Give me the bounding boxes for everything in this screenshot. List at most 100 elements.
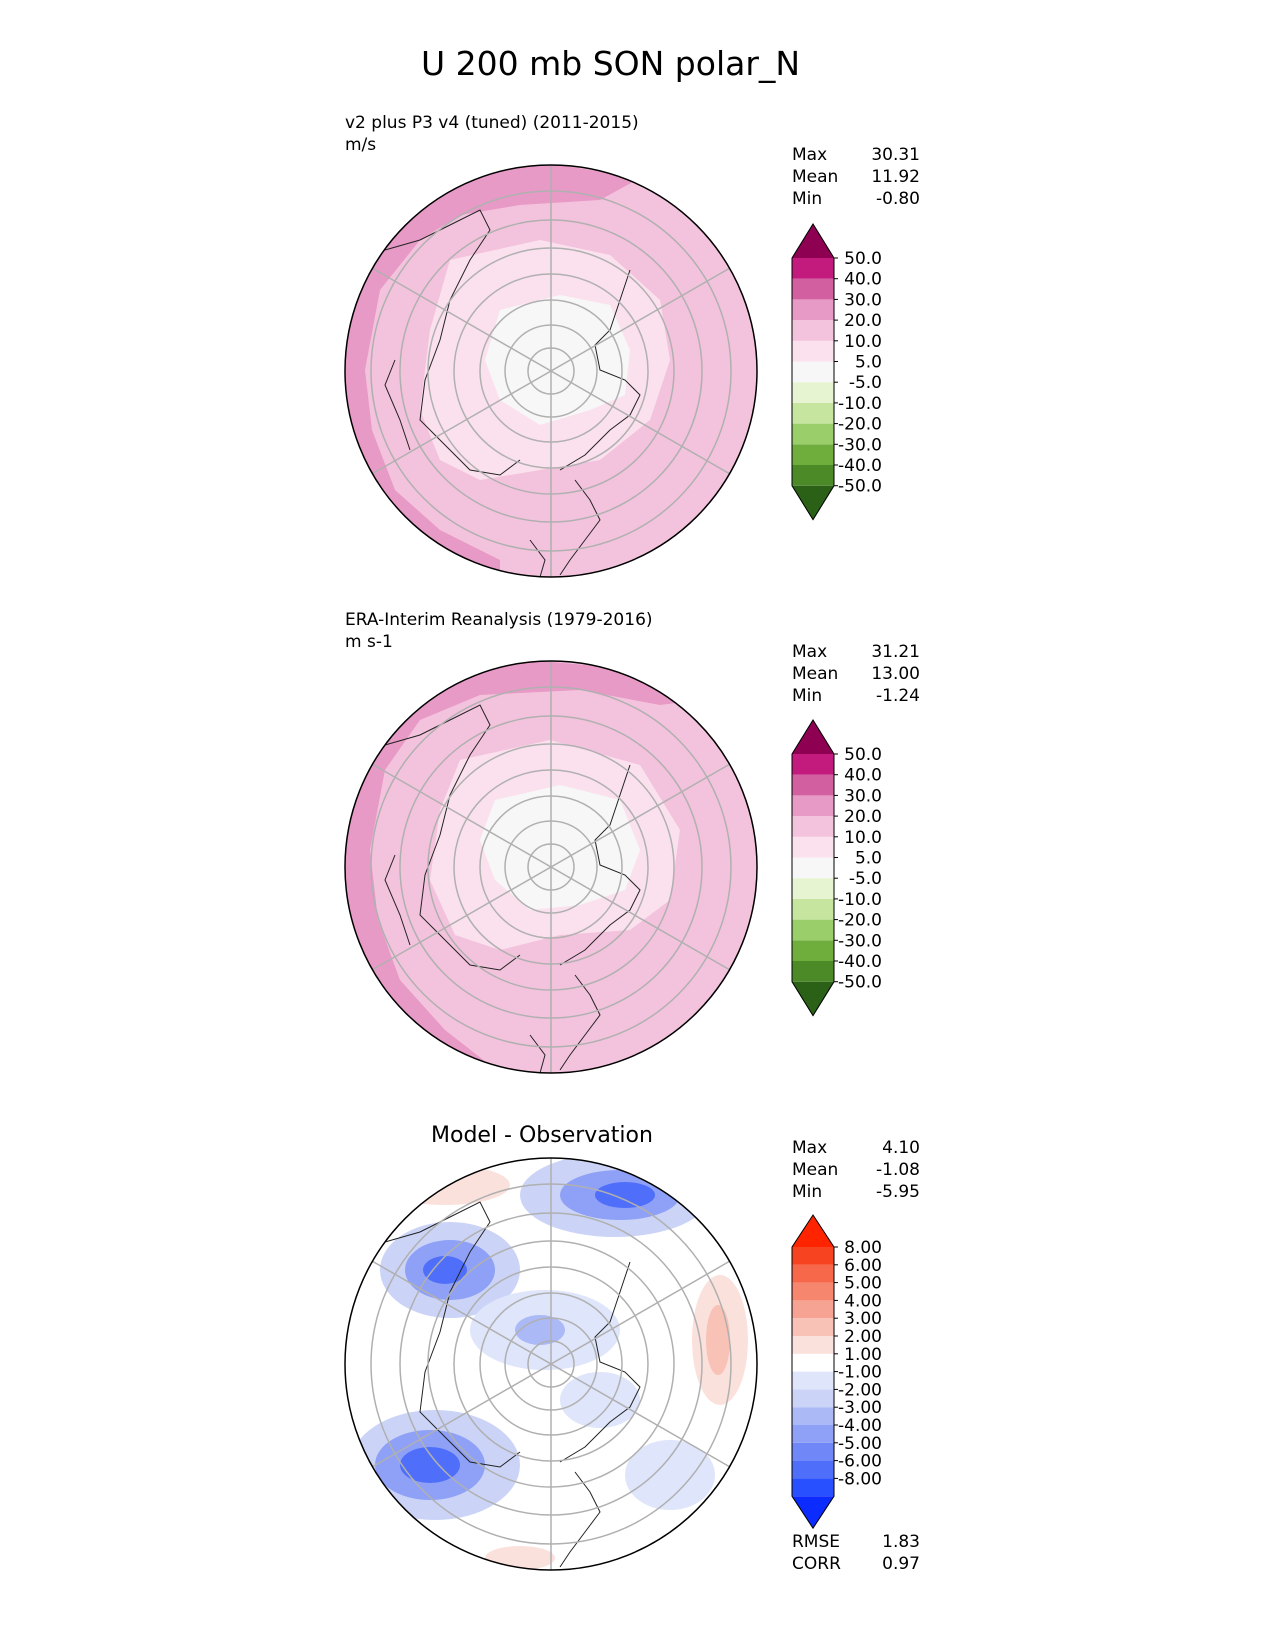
colorbar-2-tick-label: 40.0 <box>844 766 882 786</box>
colorbar-1-tick-label: 40.0 <box>844 270 882 290</box>
colorbar-3-segment <box>792 1407 834 1425</box>
map-3-meridian <box>371 1260 731 1468</box>
colorbar-2-tick-label: 10.0 <box>844 828 882 848</box>
map-3-positive-blob <box>380 1165 510 1205</box>
colorbar-3-tick-label: -3.00 <box>838 1398 882 1418</box>
panel-3-stat-min-value: -5.95 <box>876 1182 920 1202</box>
map-3-positive-blob <box>485 1546 555 1570</box>
colorbar-2-tick-label: 5.0 <box>855 849 882 869</box>
colorbar-2-tick-label: 30.0 <box>844 786 882 806</box>
colorbar-2-tick-label: 50.0 <box>844 745 882 765</box>
map-3-boundary <box>344 1157 758 1571</box>
panel-2-stat-min-label: Min <box>792 686 823 706</box>
map-3-eurasia-outline <box>559 1261 641 1568</box>
colorbar-3-tick-label: -1.00 <box>838 1363 882 1383</box>
colorbar-1-segment <box>792 278 834 300</box>
map-2-america-outline <box>384 704 521 971</box>
colorbar-3-tick-label: 2.00 <box>844 1327 882 1347</box>
map-3-negative-blob <box>423 1256 467 1284</box>
map-1 <box>344 164 758 578</box>
colorbar-2: 50.040.030.020.010.05.0-5.0-10.0-20.0-30… <box>791 719 882 1017</box>
colorbar-3-segment <box>792 1318 834 1336</box>
panel-3-stat-mean-label: Mean <box>792 1160 839 1180</box>
colorbar-3-segment <box>792 1478 834 1497</box>
colorbar-3-segment <box>792 1353 834 1372</box>
colorbar-1-tick-label: -50.0 <box>838 477 882 497</box>
colorbar-2-segment <box>792 795 834 817</box>
colorbar-1-segment <box>792 465 834 486</box>
colorbar-1-tick-label: 30.0 <box>844 290 882 310</box>
panel-1-title: v2 plus P3 v4 (tuned) (2011-2015) <box>345 113 639 133</box>
colorbar-1-tick-label: -40.0 <box>838 456 882 476</box>
colorbar-1-segment <box>792 361 834 383</box>
colorbar-2-tick-label: 20.0 <box>844 807 882 827</box>
panel-3-stat-mean-value: -1.08 <box>876 1160 920 1180</box>
panel-1-units: m/s <box>345 135 377 155</box>
map-1-grid <box>370 165 732 577</box>
colorbar-3-extend-top <box>792 1215 834 1247</box>
panel-1-stat-mean-value: 11.92 <box>871 167 920 187</box>
panel-2-stat-min-value: -1.24 <box>876 686 920 706</box>
colorbar-2-tick-label: -30.0 <box>838 931 882 951</box>
map-3-negative-blob <box>595 1182 655 1208</box>
map-1-boundary <box>344 164 758 578</box>
colorbar-1-segment <box>792 423 834 445</box>
map-2-boundary <box>344 660 758 1074</box>
panel-2-stat-max-value: 31.21 <box>871 642 920 662</box>
colorbar-1-segment <box>792 444 834 465</box>
colorbar-2-segment <box>792 961 834 982</box>
colorbar-2-segment <box>792 919 834 941</box>
panel-3-corr-value: 0.97 <box>882 1554 920 1574</box>
colorbar-3-segment <box>792 1247 834 1265</box>
map-2-eurasia-outline <box>529 764 641 1073</box>
map-3-positive-blob <box>706 1305 730 1375</box>
colorbar-3-outline <box>791 1214 835 1530</box>
colorbar-1-tick-label: -20.0 <box>838 415 882 435</box>
colorbar-3-segment <box>792 1442 834 1461</box>
panel-2-title: ERA-Interim Reanalysis (1979-2016) <box>345 610 653 630</box>
colorbar-3-tick-label: 8.00 <box>844 1238 882 1258</box>
panel-1-stat-max-label: Max <box>792 145 828 165</box>
colorbar-1: 50.040.030.020.010.05.0-5.0-10.0-20.0-30… <box>791 223 882 521</box>
colorbar-3-segment <box>792 1300 834 1319</box>
colorbar-3-segment <box>792 1282 834 1301</box>
colorbar-2-tick-label: -5.0 <box>849 869 882 889</box>
colorbar-2-tick-label: -40.0 <box>838 952 882 972</box>
colorbar-2-segment <box>792 857 834 879</box>
colorbar-3-extend-bottom <box>792 1496 834 1529</box>
colorbar-3-tick-label: 5.00 <box>844 1274 882 1294</box>
map-1-america-outline <box>384 209 521 476</box>
colorbar-3-tick-label: 1.00 <box>844 1345 882 1365</box>
map-3 <box>344 1157 758 1571</box>
figure-title: U 200 mb SON polar_N <box>421 44 801 83</box>
colorbar-2-segment <box>792 898 834 920</box>
panel-2-stat-mean-label: Mean <box>792 664 839 684</box>
colorbar-2-segment <box>792 878 834 899</box>
colorbar-1-tick-label: -10.0 <box>838 394 882 414</box>
colorbar-3-segment <box>792 1460 834 1479</box>
map-2-meridian <box>371 763 731 971</box>
panel-1-stat-min-label: Min <box>792 189 823 209</box>
colorbar-1-tick-label: -5.0 <box>849 373 882 393</box>
map-1-meridian <box>371 267 731 475</box>
panel-2-stat-mean-value: 13.00 <box>871 664 920 684</box>
map-3-negative-blob <box>515 1315 565 1345</box>
panel-2-stat-max-label: Max <box>792 642 828 662</box>
colorbar-1-segment <box>792 402 834 424</box>
map-3-negative-blob <box>560 1372 640 1428</box>
panel-3-rmse-value: 1.83 <box>882 1532 920 1552</box>
colorbar-3-tick-label: 3.00 <box>844 1309 882 1329</box>
map-1-eurasia-outline <box>529 269 641 577</box>
colorbar-1-tick-label: 10.0 <box>844 332 882 352</box>
panel-1-stat-max-value: 30.31 <box>871 145 920 165</box>
colorbars: 50.040.030.020.010.05.0-5.0-10.0-20.0-30… <box>791 223 882 1530</box>
map-2 <box>344 660 758 1074</box>
panel-1-stat-min-value: -0.80 <box>876 189 920 209</box>
panel-3-title: Model - Observation <box>431 1123 653 1148</box>
colorbar-3-tick-label: -8.00 <box>838 1469 882 1489</box>
colorbar-1-segment <box>792 299 834 321</box>
map-3-america-outline <box>384 1201 521 1468</box>
colorbar-3-tick-label: -6.00 <box>838 1452 882 1472</box>
colorbar-3-segment <box>792 1336 834 1354</box>
